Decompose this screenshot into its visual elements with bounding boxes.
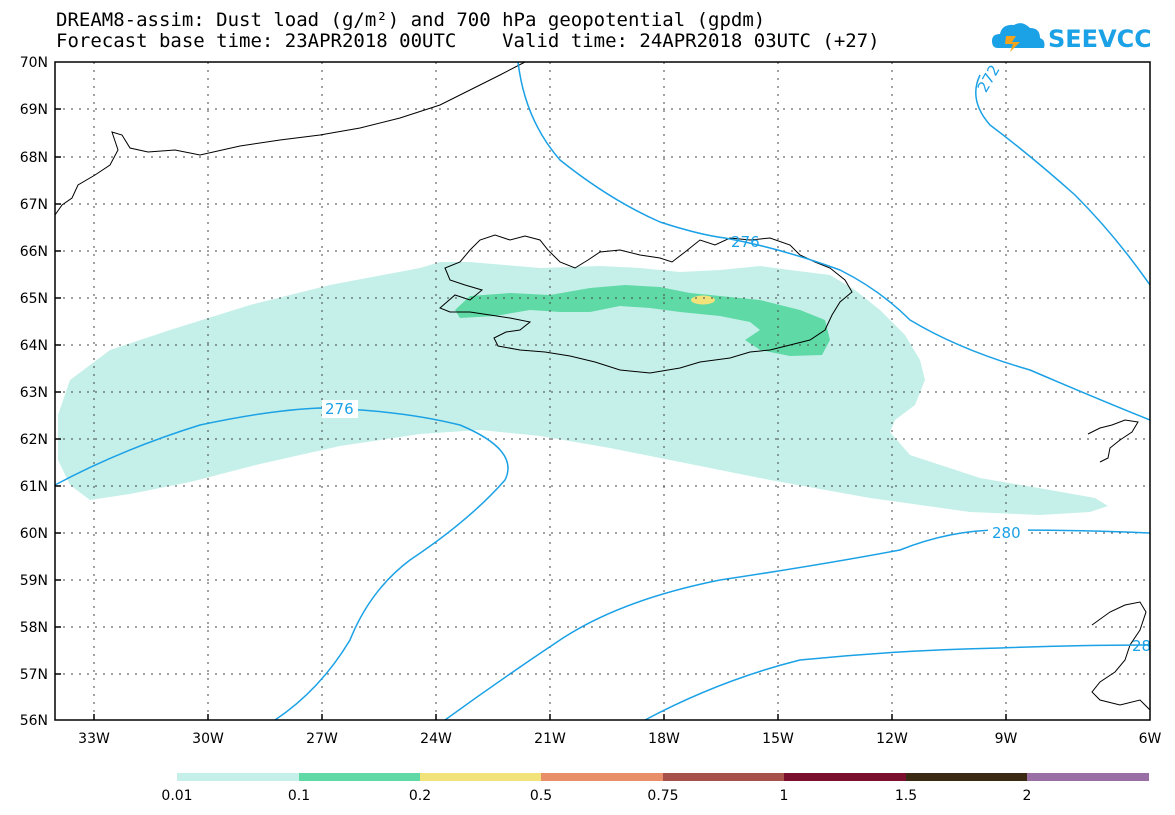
logo-text: SEEVCCC xyxy=(1048,25,1150,53)
seevccc-logo: SEEVCCC xyxy=(992,23,1150,53)
lat-label: 56N xyxy=(20,713,48,729)
lon-gridlines xyxy=(93,62,1007,720)
contour-276-west xyxy=(54,407,509,721)
contour-label: 276 xyxy=(325,400,354,418)
colorbar-swatch xyxy=(420,773,541,781)
contour-label: 280 xyxy=(992,524,1021,542)
colorbar-label: 1 xyxy=(780,788,789,804)
lon-label: 21W xyxy=(534,731,566,747)
lon-label: 15W xyxy=(762,731,794,747)
colorbar-swatch xyxy=(906,773,1027,781)
scotland-coast xyxy=(1091,601,1151,711)
latitude-labels: 70N 69N 68N 67N 66N 65N 64N 63N 62N 61N … xyxy=(20,55,48,729)
longitude-labels: 33W 30W 27W 24W 21W 18W 15W 12W 9W 6W xyxy=(78,731,1161,747)
lon-label: 27W xyxy=(306,731,338,747)
lat-gridlines xyxy=(55,108,1150,675)
colorbar-swatch xyxy=(541,773,663,781)
lat-label: 62N xyxy=(20,432,48,448)
colorbar-label: 0.2 xyxy=(409,788,431,804)
colorbar xyxy=(177,773,1149,781)
contour-272 xyxy=(975,74,1151,286)
contour-276-north xyxy=(517,61,1151,421)
chart-subtitle: Forecast base time: 23APR2018 00UTC Vali… xyxy=(56,30,880,52)
contour-280-b xyxy=(644,644,1151,721)
lat-label: 65N xyxy=(20,291,48,307)
dust-area-low xyxy=(58,262,1108,515)
contour-label: 272 xyxy=(974,62,1004,96)
colorbar-swatch xyxy=(299,773,420,781)
colorbar-labels: 0.01 0.1 0.2 0.5 0.75 1 1.5 2 xyxy=(161,788,1031,804)
greenland-coast xyxy=(54,61,526,216)
lon-label: 12W xyxy=(876,731,908,747)
lat-label: 64N xyxy=(20,338,48,354)
lat-label: 61N xyxy=(20,479,48,495)
lat-label: 58N xyxy=(20,620,48,636)
cloud-logo-icon xyxy=(992,23,1045,52)
lat-label: 57N xyxy=(20,667,48,683)
lat-label: 68N xyxy=(20,150,48,166)
lat-label: 63N xyxy=(20,385,48,401)
lat-label: 59N xyxy=(20,573,48,589)
lon-label: 6W xyxy=(1139,731,1162,747)
colorbar-label: 0.01 xyxy=(161,788,192,804)
lon-label: 18W xyxy=(648,731,680,747)
lon-label: 30W xyxy=(192,731,224,747)
axis-ticks xyxy=(55,108,1007,720)
colorbar-label: 0.75 xyxy=(647,788,678,804)
lat-label: 67N xyxy=(20,197,48,213)
colorbar-swatch xyxy=(1027,773,1149,781)
lat-label: 70N xyxy=(20,55,48,71)
colorbar-label: 0.1 xyxy=(288,788,310,804)
chart-title: DREAM8-assim: Dust load (g/m²) and 700 h… xyxy=(56,9,766,31)
faroe-coast xyxy=(1087,419,1139,463)
lon-label: 33W xyxy=(78,731,110,747)
lon-label: 24W xyxy=(420,731,452,747)
map-frame xyxy=(54,61,1151,721)
lat-label: 69N xyxy=(20,102,48,118)
colorbar-swatch xyxy=(784,773,906,781)
colorbar-label: 2 xyxy=(1023,788,1032,804)
lat-label: 60N xyxy=(20,526,48,542)
lon-label: 9W xyxy=(995,731,1018,747)
coastlines xyxy=(54,61,1151,711)
colorbar-label: 1.5 xyxy=(895,788,917,804)
contour-label: 28 xyxy=(1132,637,1151,655)
contour-280-a xyxy=(444,529,1151,721)
dust-area-high xyxy=(691,295,715,305)
lat-label: 66N xyxy=(20,244,48,260)
contour-label: 276 xyxy=(731,233,760,251)
colorbar-label: 0.5 xyxy=(530,788,552,804)
colorbar-swatch xyxy=(663,773,784,781)
colorbar-swatch xyxy=(177,773,299,781)
dust-area-mid xyxy=(455,285,830,356)
iceland-coast xyxy=(439,234,853,374)
